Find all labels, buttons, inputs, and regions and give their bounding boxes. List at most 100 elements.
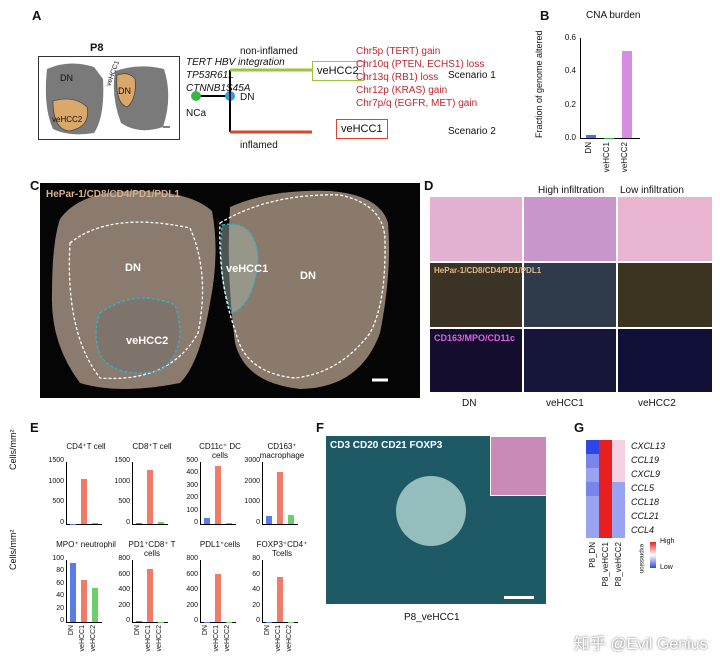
cna-line: Chr10q (PTEN, ECHS1) loss: [356, 59, 485, 70]
bar: [81, 579, 87, 622]
gene-label: CXCL9: [631, 469, 661, 479]
vehcc1-region-label: veHCC1: [226, 263, 269, 275]
heatmap-cell: [612, 510, 625, 524]
bar: [70, 523, 76, 525]
if-follicle: [396, 476, 466, 546]
y-tick-label: 100: [186, 506, 198, 514]
x-tick-label: veHCC2: [286, 625, 293, 652]
x-tick-label: DN: [264, 625, 271, 636]
e-ylabel-top: Cells/mm²: [8, 429, 18, 471]
x-tick-label: veHCC2: [224, 625, 231, 652]
inflamed-label: inflamed: [240, 140, 278, 151]
y-tick-label: 80: [252, 555, 260, 562]
gene-label: CCL4: [631, 525, 655, 535]
y-axis: [66, 462, 67, 524]
x-tick-label: DN: [584, 142, 593, 154]
bar: [136, 621, 142, 623]
gene-label: CCL21: [631, 511, 660, 521]
non-inflamed-label: non-inflamed: [240, 46, 298, 57]
y-tick-label: 20: [252, 601, 260, 609]
bar: [92, 587, 98, 622]
x-axis: [132, 524, 168, 525]
panel-d-legend-2: CD163/MPO/CD11c: [434, 333, 516, 343]
y-tick-label: 500: [118, 498, 130, 506]
y-axis-label: Fraction of genome altered: [534, 30, 544, 138]
y-tick-label: 400: [186, 586, 198, 593]
low-infiltration-label: Low infiltration: [620, 185, 684, 196]
cna-line: Chr12p (KRAS) gain: [356, 85, 448, 96]
y-tick-label: 0: [60, 519, 64, 526]
y-tick-label: 40: [56, 592, 64, 600]
legend-low: Low: [660, 564, 673, 571]
y-tick-label: 200: [118, 601, 130, 609]
gene-label: CXCL13: [631, 441, 666, 451]
x-axis: [262, 524, 298, 525]
y-tick-label: 400: [118, 586, 130, 593]
watermark: 知乎 @Evil Genius: [574, 636, 708, 653]
phylogeny-tree: [191, 68, 312, 134]
chart-title: CD4⁺T cell: [66, 442, 106, 451]
chart-title: CD8⁺T cell: [132, 442, 172, 451]
he-inset-image: [490, 436, 546, 496]
y-tick-label: 40: [252, 586, 260, 593]
panel-label-c: C: [30, 178, 40, 193]
panel-c-legend: HePar-1/CD8/CD4/PD1/PDL1: [46, 189, 180, 200]
he-vehcc2-image: [618, 197, 712, 261]
legend-title: expression: [638, 544, 644, 574]
dn-right-label: DN: [118, 86, 131, 96]
y-tick-label: 100: [52, 555, 64, 562]
scenario-2: Scenario 2: [448, 126, 496, 137]
y-tick-label: 0.4: [564, 66, 576, 76]
bar: [92, 523, 98, 525]
bar: [147, 470, 153, 524]
gene-label: CCL19: [631, 455, 660, 465]
panel-label-f: F: [316, 420, 324, 435]
bar: [604, 138, 614, 139]
heatmap-cell: [586, 524, 599, 538]
cna-burden-chart: CNA burden 0.0 0.2 0.4 0.6 Fraction of genome…: [530, 0, 710, 175]
legend-gradient: [650, 542, 656, 568]
bar: [158, 522, 164, 524]
chart-title: CD163⁺ macrophage: [259, 442, 305, 460]
cna-line: Chr5p (TERT) gain: [356, 46, 441, 57]
bar: [266, 516, 272, 524]
chart-title: CD11c⁺ DC cells: [199, 442, 241, 460]
x-tick-label: DN: [68, 625, 75, 636]
panel-label-a: A: [32, 8, 42, 23]
y-tick-label: 200: [186, 494, 198, 502]
panel-d-col-vehcc2: veHCC2: [638, 398, 676, 409]
liver-schematic: [38, 56, 180, 140]
y-tick-label: 600: [186, 570, 198, 578]
panel-f-legend: CD3 CD20 CD21 FOXP3: [330, 440, 443, 451]
panel-d-grid: [430, 197, 712, 392]
y-tick-label: 1500: [114, 457, 130, 464]
x-tick-label: veHCC1: [602, 142, 611, 173]
y-tick-label: 1000: [114, 477, 130, 485]
chart-title: PDL1⁺cells: [199, 540, 241, 549]
he-dn-image: [430, 197, 522, 261]
y-tick-label: 2000: [244, 477, 260, 485]
mihc1-dn-image: [430, 263, 522, 327]
heatmap-cell: [586, 496, 599, 510]
y-tick-label: 80: [56, 567, 64, 575]
vehcc2-region-label: veHCC2: [126, 335, 169, 347]
y-axis: [262, 462, 263, 524]
heatmap-cell: [599, 454, 612, 468]
bar: [622, 51, 632, 138]
x-tick-label: veHCC2: [620, 142, 629, 173]
heatmap-cell: [612, 468, 625, 482]
cna-list: Chr5p (TERT) gain Chr10q (PTEN, ECHS1) l…: [356, 45, 484, 110]
y-tick-label: 0.6: [564, 33, 576, 42]
y-tick-label: 60: [252, 570, 260, 578]
y-tick-label: 60: [56, 579, 64, 587]
heatmap-cell: [612, 440, 625, 454]
bar: [288, 622, 294, 623]
liver-schematic-svg: [45, 63, 170, 135]
bar: [215, 465, 221, 524]
e-ylabel-bottom: Cells/mm²: [8, 529, 18, 571]
y-tick-label: 0: [60, 617, 64, 624]
y-tick-label: 400: [186, 469, 198, 477]
x-tick-label: veHCC1: [213, 625, 220, 652]
y-axis: [262, 560, 263, 622]
x-tick-label: DN: [202, 625, 209, 636]
